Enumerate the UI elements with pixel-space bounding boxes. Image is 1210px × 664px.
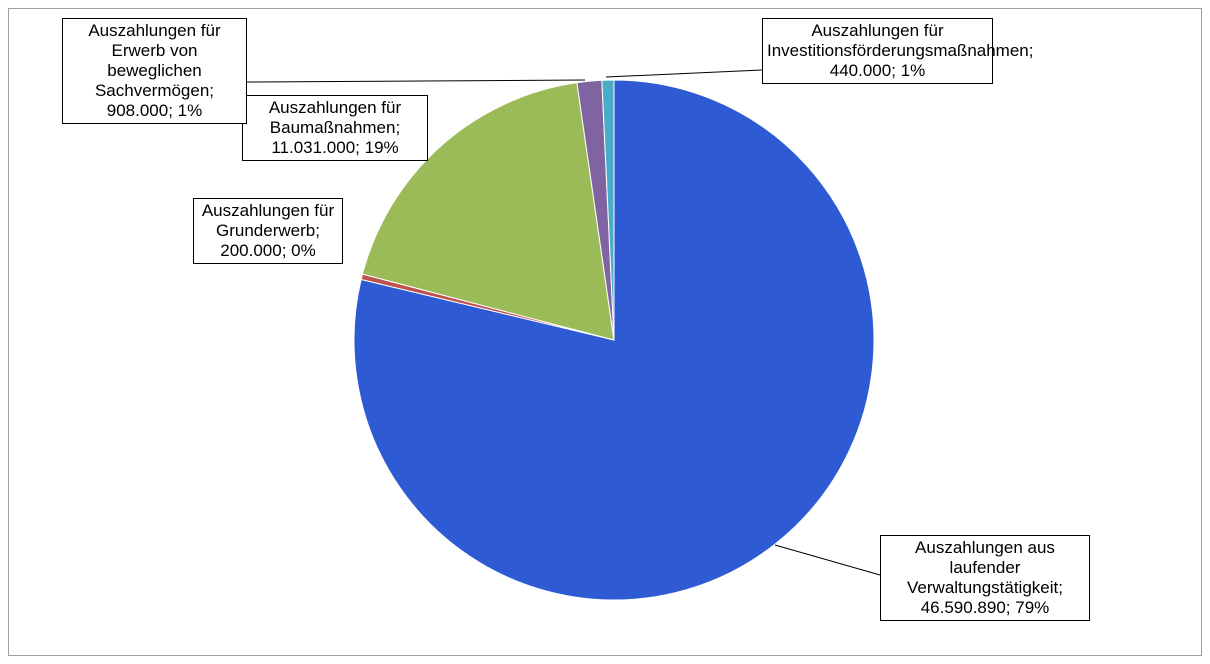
label-text: 79% bbox=[1015, 598, 1050, 617]
pie-slice bbox=[361, 82, 615, 341]
leader-line bbox=[246, 79, 586, 83]
label-text: 1% bbox=[177, 101, 203, 120]
label-text: ; bbox=[355, 138, 365, 157]
label-text: 46.590.890 bbox=[920, 598, 1006, 617]
chart-border bbox=[8, 8, 1202, 656]
leader-line bbox=[774, 544, 881, 576]
label-text: ; bbox=[315, 221, 320, 240]
label-text: Auszahlungen für Baumaßnahmen bbox=[268, 98, 402, 137]
label-text: ; bbox=[395, 118, 401, 137]
data-label: Auszahlungen für Baumaßnahmen; 11.031.00… bbox=[242, 95, 428, 161]
pie-slice bbox=[601, 79, 615, 341]
label-text: ; bbox=[1058, 578, 1063, 597]
data-label: Auszahlungen für Grunderwerb; 200.000; 0… bbox=[193, 198, 343, 264]
label-text: ; bbox=[1005, 598, 1016, 617]
label-text: ; bbox=[1028, 41, 1034, 60]
label-text: 908.000 bbox=[106, 101, 169, 120]
label-text: ; bbox=[209, 81, 215, 100]
label-text: 11.031.000 bbox=[271, 138, 356, 157]
label-text: Auszahlungen aus laufender Verwaltungstä… bbox=[907, 538, 1059, 597]
label-text: 1% bbox=[900, 61, 926, 80]
label-text: ; bbox=[281, 241, 292, 260]
data-label: Auszahlungen für Erwerb von beweglichen … bbox=[62, 18, 247, 124]
data-label: Auszahlungen aus laufender Verwaltungstä… bbox=[880, 535, 1090, 621]
label-text: ; bbox=[891, 61, 901, 80]
label-text: 200.000 bbox=[220, 241, 282, 260]
label-text: Auszahlungen für Investitionsförderungsm… bbox=[767, 21, 1029, 60]
label-text: Auszahlungen für Grunderwerb bbox=[201, 201, 335, 240]
label-text: 440.000 bbox=[829, 61, 892, 80]
label-text: 19% bbox=[364, 138, 399, 157]
data-label: Auszahlungen für Investitionsförderungsm… bbox=[762, 18, 1033, 84]
label-text: 0% bbox=[291, 241, 316, 260]
label-text: Auszahlungen für Erwerb von beweglichen … bbox=[88, 21, 221, 100]
label-text: ; bbox=[168, 101, 178, 120]
leader-line bbox=[605, 69, 763, 78]
